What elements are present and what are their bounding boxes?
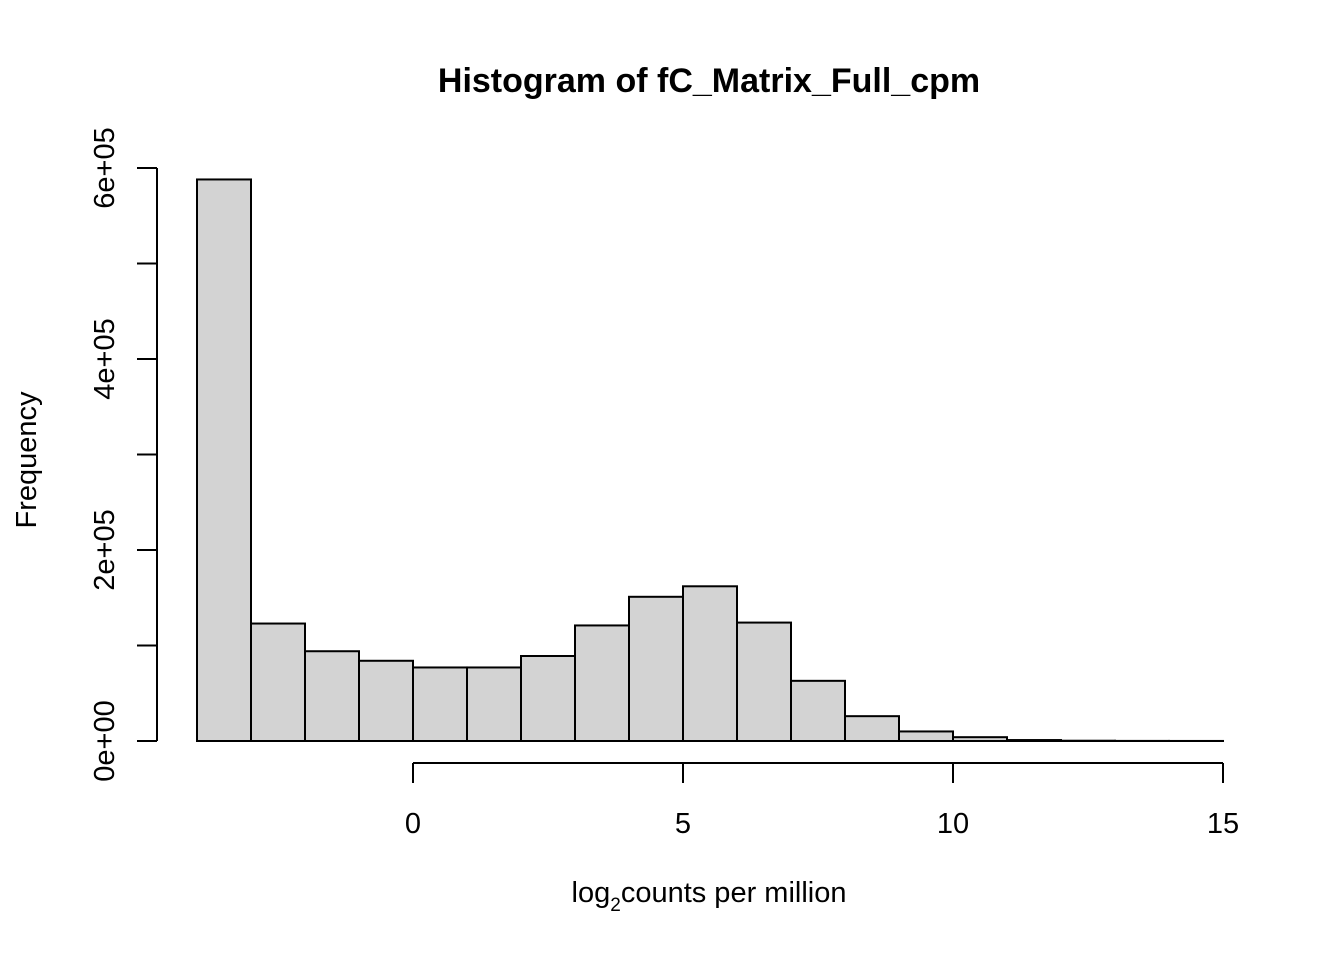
histogram-bar	[574, 624, 630, 743]
x-axis: 0 5 10 15	[405, 762, 1239, 840]
histogram-bar	[196, 178, 252, 742]
histogram-bar	[682, 585, 738, 742]
x-tick-label: 5	[675, 808, 691, 840]
x-tick-label: 0	[405, 808, 421, 840]
histogram-bar	[844, 715, 900, 742]
histogram-bar	[898, 730, 954, 743]
histogram-bar	[628, 595, 684, 742]
y-tick-label: 6e+05	[89, 127, 121, 208]
histogram-bar	[304, 650, 360, 742]
histogram-bar	[520, 655, 576, 743]
x-axis-label-rest: counts per million	[621, 877, 847, 909]
y-tick-label: 2e+05	[89, 509, 121, 590]
x-tick-label: 10	[937, 808, 969, 840]
x-axis-label: log2counts per million	[572, 877, 847, 916]
histogram-bar	[1006, 739, 1062, 742]
histogram-bar	[952, 736, 1008, 742]
chart-title: Histogram of fC_Matrix_Full_cpm	[438, 62, 980, 100]
y-axis: 0e+00 2e+05 4e+05 6e+05	[89, 127, 158, 782]
histogram-bar	[736, 621, 792, 743]
y-tick-label: 0e+00	[89, 700, 121, 781]
histogram-bars	[196, 178, 1224, 743]
y-tick-label: 4e+05	[89, 318, 121, 399]
y-axis-label: Frequency	[11, 391, 43, 529]
histogram-bar	[250, 622, 306, 742]
x-axis-label-base: log	[572, 877, 611, 909]
x-axis-label-subscript: 2	[610, 895, 621, 916]
x-tick-label: 15	[1207, 808, 1239, 840]
histogram-bar	[466, 666, 522, 743]
histogram-bar	[412, 666, 468, 743]
histogram-bar	[790, 679, 846, 743]
histogram-bar	[358, 659, 414, 743]
